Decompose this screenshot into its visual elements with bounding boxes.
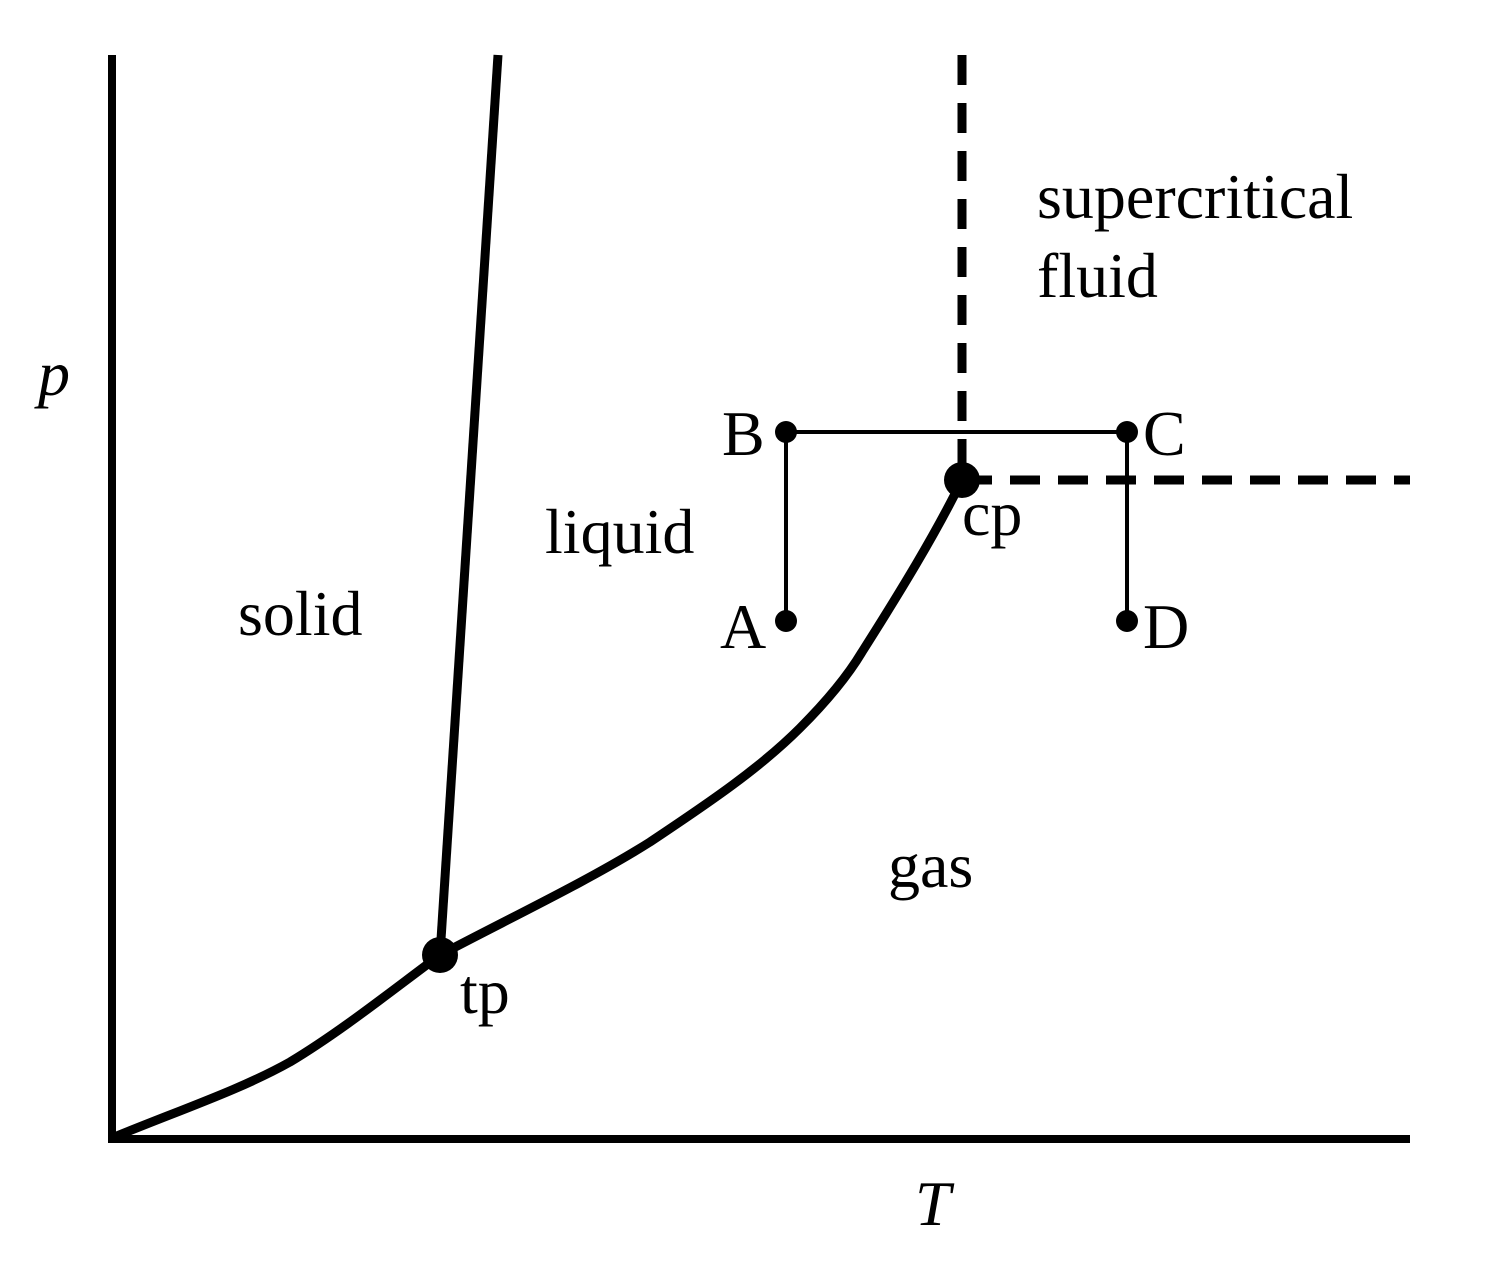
point-a-marker xyxy=(775,610,797,632)
melting-curve xyxy=(435,54,503,956)
region-liquid-label: liquid xyxy=(545,496,694,567)
point-c-marker xyxy=(1116,421,1138,443)
triple-point-marker xyxy=(422,937,458,973)
point-a-label: A xyxy=(720,591,766,662)
vaporization-curve xyxy=(110,478,967,1143)
point-b-label: B xyxy=(722,398,765,469)
x-axis-label: T xyxy=(915,1168,955,1239)
region-solid-label: solid xyxy=(238,578,362,649)
critical-point-label: cp xyxy=(962,478,1022,549)
y-axis-label: p xyxy=(34,338,70,409)
region-gas-label: gas xyxy=(888,830,973,901)
point-c-label: C xyxy=(1143,398,1186,469)
triple-point-label: tp xyxy=(460,956,510,1027)
region-supercritical-label: supercritical xyxy=(1037,161,1353,232)
region-fluid-label: fluid xyxy=(1037,240,1158,311)
point-b-marker xyxy=(775,421,797,443)
point-d-marker xyxy=(1116,610,1138,632)
point-d-label: D xyxy=(1143,591,1189,662)
critical-point-marker xyxy=(944,462,980,498)
